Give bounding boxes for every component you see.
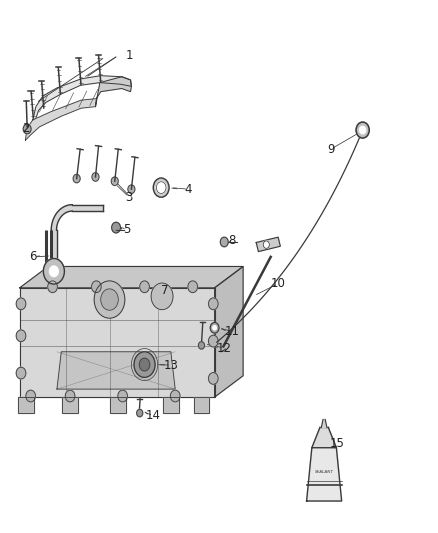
Polygon shape: [25, 99, 96, 140]
Circle shape: [140, 281, 149, 293]
Text: 15: 15: [330, 437, 345, 450]
Text: 1: 1: [125, 50, 133, 62]
Polygon shape: [256, 237, 280, 252]
Bar: [62, 397, 78, 413]
Polygon shape: [20, 266, 243, 288]
Bar: [194, 397, 209, 413]
Bar: [110, 397, 126, 413]
Bar: [194, 397, 209, 413]
Text: 6: 6: [29, 251, 37, 263]
Circle shape: [208, 373, 218, 384]
Circle shape: [208, 335, 218, 347]
Text: 2: 2: [21, 123, 29, 135]
Circle shape: [198, 342, 205, 349]
Bar: [163, 397, 179, 413]
Circle shape: [139, 358, 150, 371]
Text: 9: 9: [327, 143, 335, 156]
Polygon shape: [215, 266, 243, 397]
Circle shape: [210, 322, 219, 333]
Circle shape: [49, 266, 58, 277]
Bar: [18, 397, 34, 413]
Text: SEALANT: SEALANT: [314, 470, 334, 474]
Circle shape: [101, 289, 118, 310]
Bar: [62, 397, 78, 413]
Circle shape: [23, 124, 31, 134]
Text: 5: 5: [124, 223, 131, 236]
Circle shape: [16, 330, 26, 342]
Circle shape: [112, 222, 120, 233]
Text: 13: 13: [163, 359, 178, 372]
Text: 8: 8: [229, 235, 236, 247]
Circle shape: [220, 237, 228, 247]
Circle shape: [208, 298, 218, 310]
Text: 11: 11: [225, 325, 240, 338]
Polygon shape: [51, 230, 57, 268]
Bar: [110, 397, 126, 413]
Text: 10: 10: [271, 277, 286, 290]
Circle shape: [94, 281, 125, 318]
Circle shape: [16, 298, 26, 310]
Text: 12: 12: [217, 342, 232, 354]
Polygon shape: [33, 76, 131, 120]
Text: 14: 14: [146, 409, 161, 422]
Bar: [18, 397, 34, 413]
Polygon shape: [57, 352, 175, 389]
Text: 3: 3: [126, 191, 133, 204]
Polygon shape: [20, 288, 215, 397]
Circle shape: [43, 259, 64, 284]
Circle shape: [170, 390, 180, 402]
Circle shape: [134, 352, 155, 377]
Circle shape: [16, 367, 26, 379]
Circle shape: [26, 390, 35, 402]
Polygon shape: [72, 205, 103, 211]
Circle shape: [92, 281, 101, 293]
Polygon shape: [95, 77, 131, 107]
Text: 4: 4: [184, 183, 192, 196]
Circle shape: [137, 409, 143, 417]
Polygon shape: [321, 419, 327, 427]
Bar: [163, 397, 179, 413]
Circle shape: [151, 283, 173, 310]
Circle shape: [65, 390, 75, 402]
Circle shape: [153, 178, 169, 197]
Circle shape: [92, 173, 99, 181]
Circle shape: [111, 177, 118, 185]
Polygon shape: [312, 427, 336, 448]
Polygon shape: [307, 448, 342, 501]
Circle shape: [356, 122, 369, 138]
Circle shape: [263, 241, 269, 248]
Circle shape: [48, 281, 57, 293]
Circle shape: [360, 126, 366, 134]
Circle shape: [73, 174, 80, 183]
Polygon shape: [51, 205, 72, 230]
Circle shape: [128, 185, 135, 193]
Circle shape: [156, 182, 166, 193]
Circle shape: [188, 281, 198, 293]
Circle shape: [213, 326, 216, 330]
Circle shape: [118, 390, 127, 402]
Text: 7: 7: [160, 284, 168, 297]
